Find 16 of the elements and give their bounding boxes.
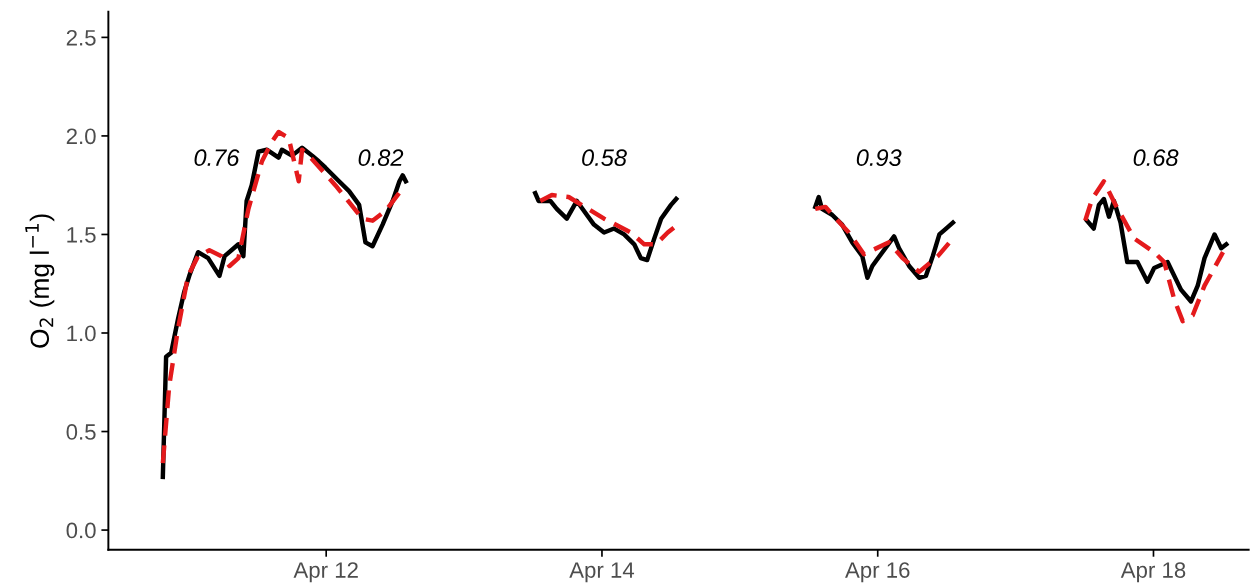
annotation: 0.68: [1133, 149, 1179, 167]
annotation: 0.58: [582, 149, 627, 167]
annotation: 0.93: [856, 149, 902, 167]
y-tick-label: 2.5: [66, 29, 96, 46]
y-tick-label: 0.5: [66, 424, 96, 440]
x-tick-label: Apr 18: [1120, 562, 1186, 583]
y-tick-label: 2.0: [66, 128, 96, 145]
y-tick-label: 1.5: [67, 227, 96, 243]
x-tick-label: Apr 16: [845, 562, 910, 583]
y-axis-title: O$_{2}$ (mg l$^{−1}$): [25, 214, 55, 348]
x-tick-label: Apr 12: [293, 562, 358, 583]
annotation: 0.76: [194, 149, 240, 167]
annotation: 0.82: [358, 149, 404, 167]
y-tick-label: 1.0: [67, 325, 96, 342]
x-tick-label: Apr 14: [569, 562, 635, 583]
y-tick-label: 0.0: [66, 522, 96, 539]
